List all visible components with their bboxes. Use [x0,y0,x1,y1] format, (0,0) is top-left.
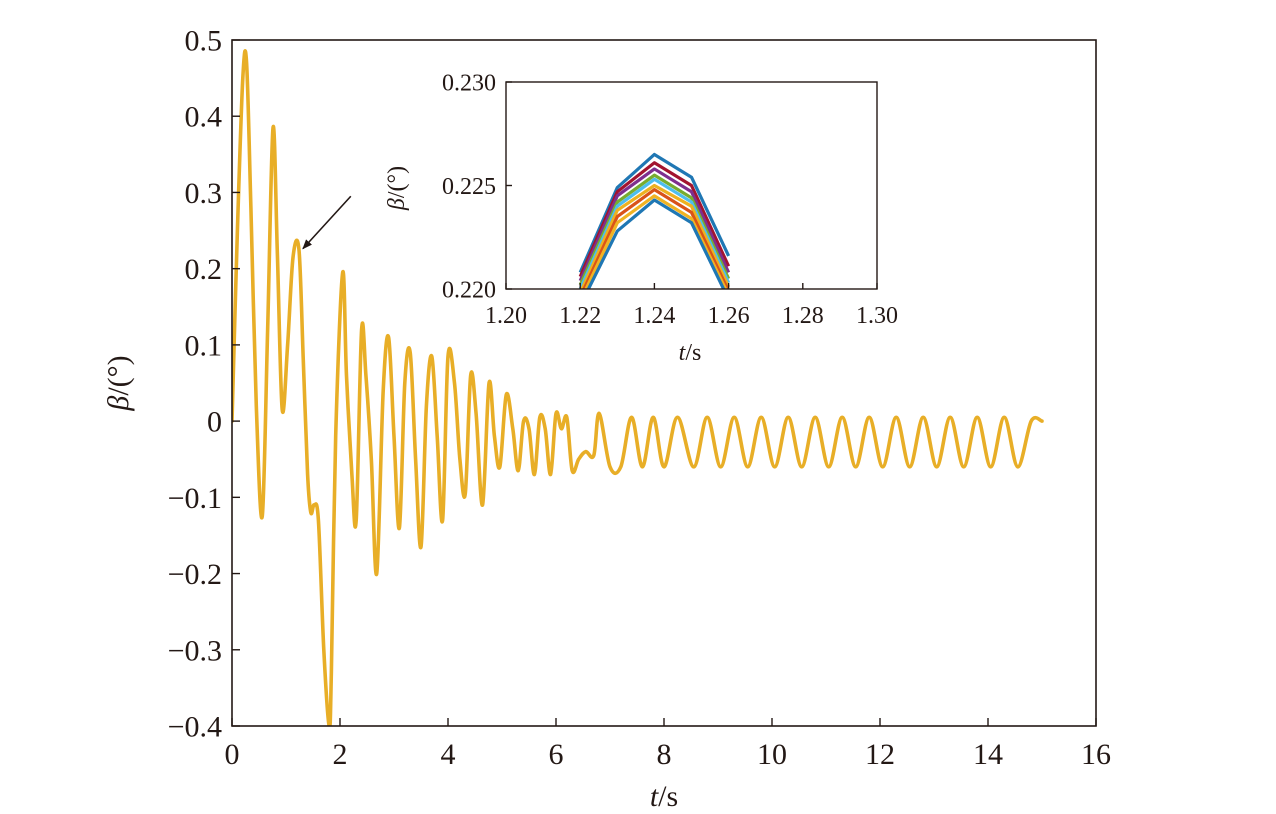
inset-x-tick-label: 1.28 [782,303,824,329]
inset-x-tick-label: 1.22 [559,303,601,329]
main-y-tick-label: −0.4 [168,711,222,744]
main-x-axis-var: t [650,780,659,813]
main-series-line-0 [232,49,1044,726]
main-x-tick-label: 8 [657,738,672,771]
main-x-tick-label: 4 [441,738,456,771]
main-y-tick-label: 0.5 [185,25,223,58]
main-x-tick-label: 14 [973,738,1003,771]
main-x-tick-label: 12 [865,738,895,771]
main-x-tick-label: 0 [225,738,240,771]
inset-x-tick-label: 1.26 [708,303,750,329]
inset-series-line-4 [578,177,731,289]
inset-y-tick-label: 0.225 [442,174,496,200]
main-y-tick-label: 0 [207,406,222,439]
inset-y-ticks: 0.220 0.225 0.230 [442,70,512,303]
inset-series-line-6 [582,188,730,289]
inset-y-axis-var: β [384,198,410,211]
inset-series-line-8 [586,198,726,289]
inset-series-line-3 [578,173,731,286]
main-x-axis-unit: /s [658,780,678,813]
main-plot: 0 2 4 6 8 10 12 14 16 −0.4 −0.3 −0.2 −0.1 0 0.1 0.2 0.3… [102,25,1111,814]
inset-y-axis-label: β/(°) [384,166,410,211]
inset-series-line-2 [578,167,731,282]
inset-x-tick-label: 1.24 [633,303,675,329]
main-y-tick-label: −0.1 [168,482,222,515]
main-y-tick-label: −0.3 [168,634,222,667]
inset-y-axis-unit: /(°) [384,166,410,198]
inset-x-ticks: 1.20 1.22 1.24 1.26 1.28 1.30 [485,283,898,329]
main-series-group [232,49,1044,726]
inset-y-tick-label: 0.230 [442,70,496,96]
main-y-tick-label: −0.2 [168,558,222,591]
main-y-axis-var: β [102,396,135,412]
main-x-tick-label: 10 [757,738,787,771]
inset-series-line-7 [584,194,728,289]
main-y-axis-label: β/(°) [102,355,135,411]
inset-y-tick-label: 0.220 [442,277,496,303]
main-y-ticks: −0.4 −0.3 −0.2 −0.1 0 0.1 0.2 0.3 0.4 0.5 [168,25,240,744]
main-y-tick-label: 0.3 [185,177,223,210]
main-x-tick-label: 6 [549,738,564,771]
inset-series-group [578,152,731,289]
main-y-tick-label: 0.2 [185,253,223,286]
inset-series-line-5 [580,183,731,289]
main-x-tick-label: 2 [333,738,348,771]
main-x-ticks: 0 2 4 6 8 10 12 14 16 [225,718,1111,771]
inset-x-tick-label: 1.30 [856,303,898,329]
inset-series-line-0 [578,152,731,274]
main-y-tick-label: 0.4 [185,101,223,134]
inset-plot: 1.20 1.22 1.24 1.26 1.28 1.30 0.220 0.225 0.230… [384,70,898,366]
main-y-tick-label: 0.1 [185,329,223,362]
inset-series-line-1 [578,161,731,278]
inset-x-axis-label: t/s [679,340,702,366]
main-y-axis-unit: /(°) [102,355,135,395]
inset-x-axis-var: t [679,340,687,366]
annotation-arrow [302,195,352,250]
inset-x-tick-label: 1.20 [485,303,527,329]
main-x-axis-label: t/s [650,780,678,813]
inset-x-axis-unit: /s [685,340,701,366]
main-x-tick-label: 16 [1081,738,1111,771]
